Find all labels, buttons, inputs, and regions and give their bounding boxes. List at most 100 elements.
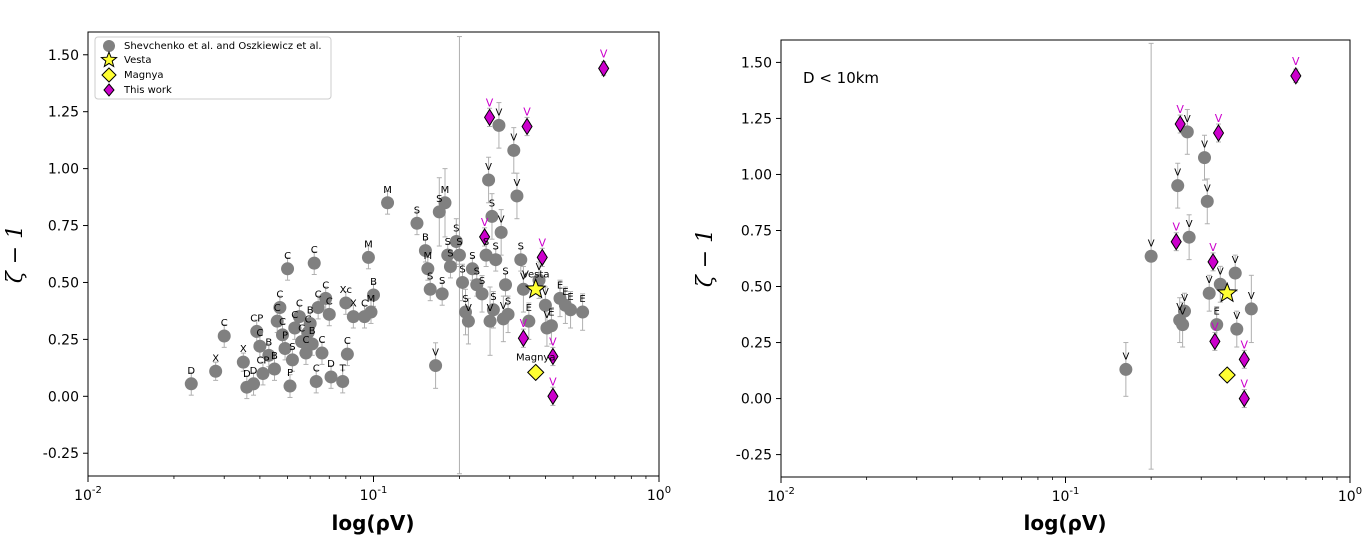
point-label: V	[1232, 255, 1239, 266]
literature-circle-marker	[1119, 362, 1133, 376]
point-label: X	[212, 353, 219, 364]
point-label: X	[350, 299, 357, 310]
point-label: V	[1186, 219, 1193, 230]
literature-circle-marker	[367, 288, 380, 302]
literature-circle-marker	[429, 359, 443, 373]
point-label: CP	[256, 356, 269, 367]
literature-circle-marker	[295, 335, 309, 349]
point-label: V	[1248, 291, 1255, 302]
point-label: B	[265, 337, 272, 348]
literature-circle-marker	[465, 262, 479, 276]
literature-circle-marker	[1171, 179, 1185, 193]
literature-circle-marker	[361, 250, 375, 264]
literature-circle-marker	[443, 260, 457, 274]
point-label: B	[370, 277, 377, 288]
literature-circle-marker	[309, 375, 323, 389]
literature-circle-marker	[281, 262, 295, 276]
literature-circle-marker	[285, 353, 299, 367]
point-label: V	[549, 335, 557, 348]
point-label: V	[1176, 103, 1184, 116]
point-label: E	[579, 294, 585, 305]
left-x-ticks: 10-2 10-1 100	[74, 476, 671, 504]
literature-circle-marker	[514, 253, 528, 267]
this-work-diamond-marker	[1290, 66, 1302, 85]
literature-circle-marker	[538, 298, 552, 312]
literature-circle-marker	[510, 189, 524, 203]
right-ytick-label: 1.50	[741, 55, 772, 71]
point-label: C	[322, 280, 329, 291]
point-label: V	[1206, 275, 1213, 286]
literature-circle-marker	[475, 287, 489, 301]
point-label: S	[483, 237, 489, 248]
point-label: V	[542, 287, 549, 298]
literature-circle-marker	[283, 379, 297, 393]
point-label: V	[487, 303, 494, 314]
literature-circle-marker	[209, 364, 223, 378]
literature-circle-marker	[482, 173, 496, 187]
legend-label-this-work: This work	[123, 85, 172, 96]
point-label: S	[445, 237, 451, 248]
literature-circle-marker	[247, 377, 261, 391]
point-label: S	[453, 223, 459, 234]
point-label: V	[1201, 140, 1208, 151]
left-x-axis-label: log(ρV)	[332, 511, 415, 535]
point-label: C	[279, 317, 286, 328]
left-markers	[184, 59, 610, 406]
literature-circle-marker	[346, 310, 360, 324]
literature-circle-marker	[256, 367, 270, 381]
point-label: S	[439, 276, 445, 287]
literature-circle-marker	[1182, 230, 1196, 244]
literature-circle-marker	[421, 262, 435, 276]
point-label: B	[422, 233, 429, 244]
point-label: V	[1209, 241, 1217, 254]
left-ytick-label: -0.25	[43, 446, 79, 462]
legend-label-shevchenko: Shevchenko et al. and Oszkiewicz et al.	[124, 41, 322, 52]
point-label: D	[250, 366, 258, 377]
point-label: X	[240, 344, 247, 355]
left-xtick-label: 10-1	[360, 485, 388, 504]
right-x-ticks: 10-2 10-1 100	[767, 477, 1362, 505]
literature-circle-marker	[423, 282, 437, 296]
point-label: C	[315, 290, 322, 301]
this-work-diamond-marker	[1238, 350, 1250, 369]
point-label: M	[364, 239, 373, 250]
this-work-diamond-marker	[547, 347, 559, 366]
literature-circle-marker	[273, 301, 287, 315]
right-ytick-label: 0.25	[741, 336, 772, 352]
literature-circle-marker	[452, 248, 466, 262]
point-label: V	[1233, 311, 1240, 322]
this-work-diamond-marker	[1209, 332, 1221, 351]
point-label: B	[309, 326, 316, 337]
this-work-diamond-marker	[598, 59, 610, 78]
point-label: V	[496, 107, 503, 118]
point-label: P	[282, 330, 288, 341]
literature-circle-marker	[1180, 125, 1194, 139]
literature-circle-marker	[576, 305, 590, 319]
literature-circle-marker	[544, 319, 558, 333]
point-label: M	[383, 185, 392, 196]
legend-label-magnya: Magnya	[124, 70, 164, 81]
this-work-diamond-marker	[1170, 232, 1182, 251]
literature-circle-marker	[507, 143, 521, 157]
point-label: E	[562, 287, 568, 298]
legend-yellow-diamond-marker	[101, 67, 117, 83]
literature-circle-marker	[494, 225, 508, 239]
vesta-star-marker	[1216, 281, 1239, 303]
point-label: C	[291, 310, 298, 321]
point-label: V	[1204, 183, 1211, 194]
point-label: S	[456, 237, 462, 248]
legend-label-vesta: Vesta	[124, 55, 151, 66]
point-label: C	[305, 315, 312, 326]
point-label: V	[544, 310, 551, 321]
literature-circle-marker	[339, 296, 353, 310]
point-label: T	[339, 364, 347, 375]
right-ytick-label: 1.00	[741, 167, 772, 183]
left-y-axis-label: ζ − 1	[3, 225, 28, 283]
right-xtick-label: 10-1	[1052, 486, 1080, 505]
literature-circle-marker	[1213, 277, 1227, 291]
point-label: S	[436, 194, 442, 205]
literature-circle-marker	[184, 377, 198, 391]
point-label: Magnya	[516, 352, 556, 363]
point-label: V	[600, 47, 608, 60]
